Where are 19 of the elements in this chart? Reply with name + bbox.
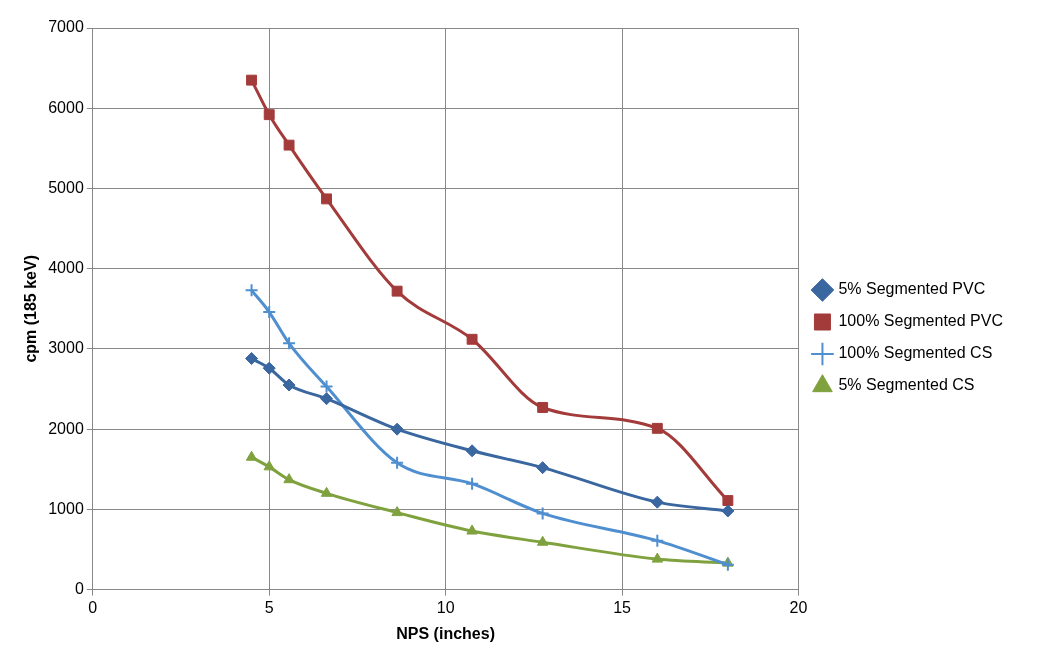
- legend-label: 5% Segmented CS: [838, 376, 975, 394]
- y-tick-label: 4000: [48, 259, 84, 277]
- x-tick-label: 10: [436, 598, 455, 616]
- y-tick-label: 6000: [48, 98, 84, 116]
- y-tick-label: 2000: [48, 419, 84, 437]
- x-axis-title: NPS (inches): [396, 624, 495, 642]
- y-tick-label: 7000: [48, 18, 84, 36]
- x-tick-label: 15: [613, 598, 632, 616]
- y-tick-label: 5000: [48, 178, 84, 196]
- x-tick-label: 20: [789, 598, 808, 616]
- x-tick-label: 5: [264, 598, 274, 616]
- legend-label: 100% Segmented PVC: [838, 312, 1003, 330]
- x-tick-label: 0: [88, 598, 98, 616]
- y-tick-label: 3000: [48, 339, 84, 357]
- y-tick-label: 1000: [48, 499, 84, 517]
- legend-label: 5% Segmented PVC: [838, 280, 986, 298]
- y-tick-label: 0: [74, 580, 84, 598]
- legend-label: 100% Segmented CS: [838, 344, 993, 362]
- y-axis-title: cpm (185 keV): [22, 255, 40, 363]
